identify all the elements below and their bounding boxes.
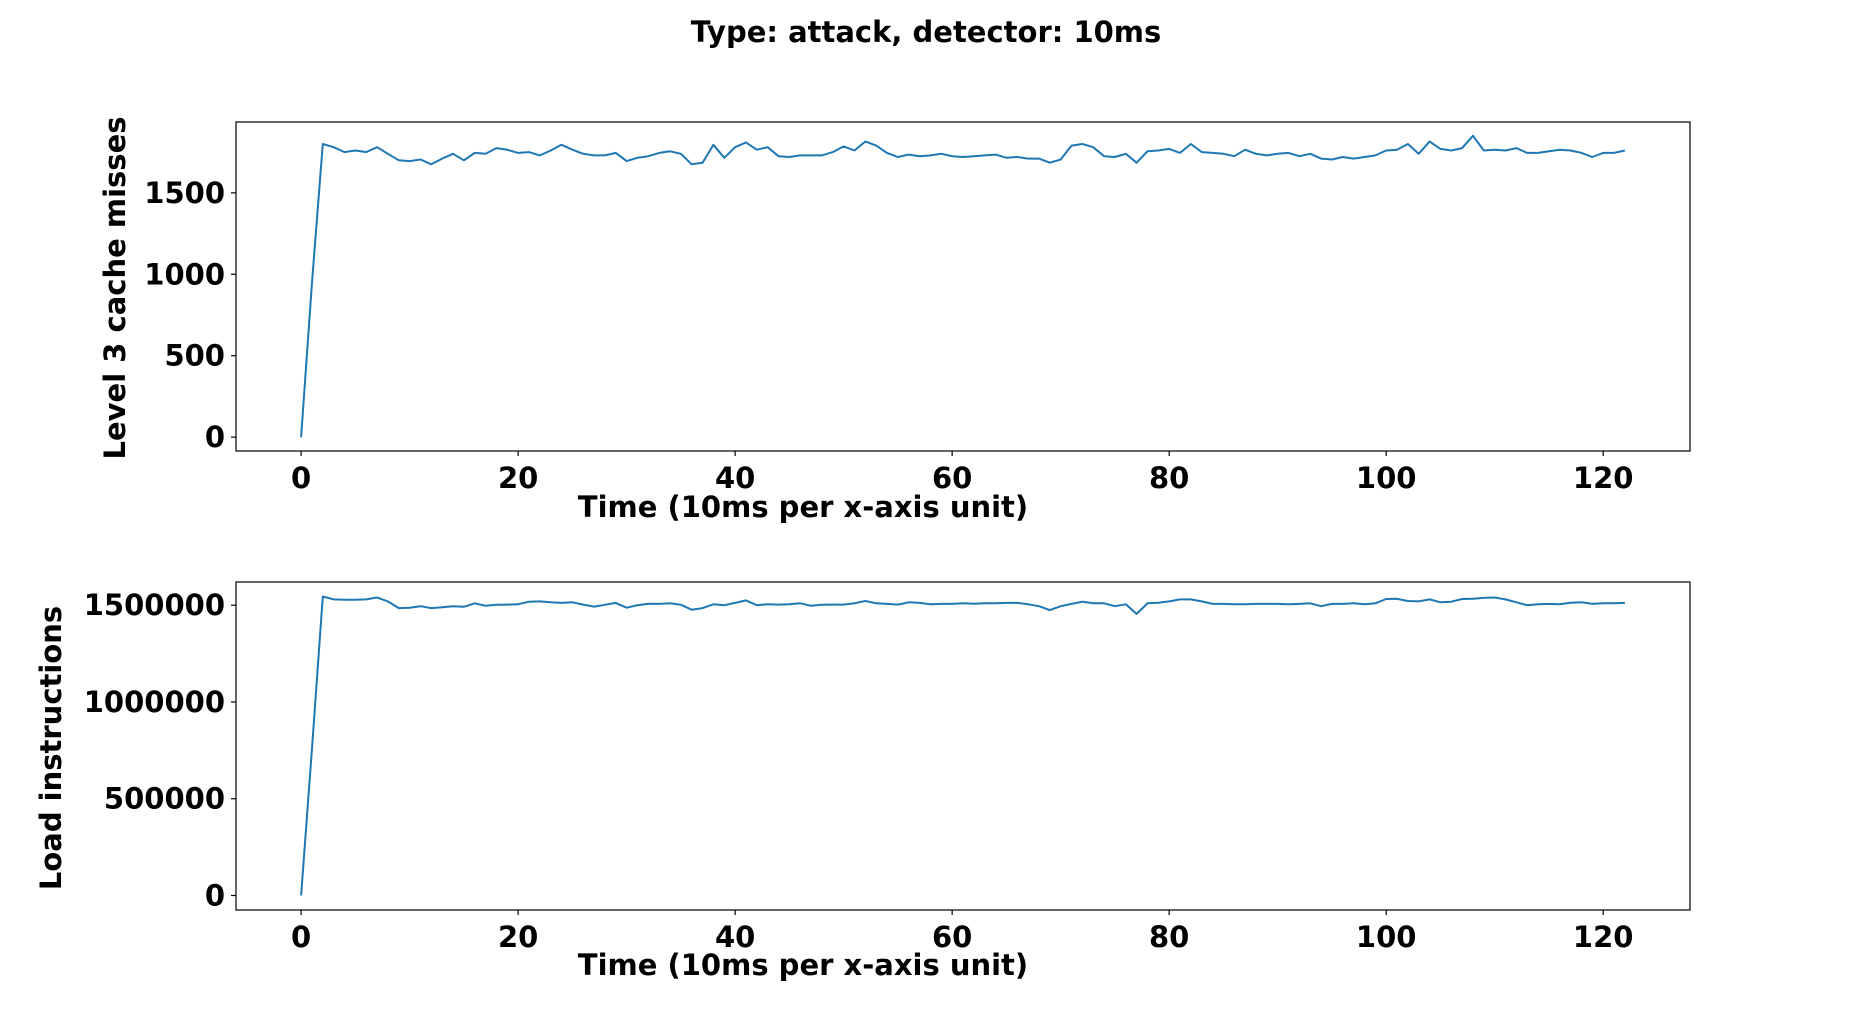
series-line <box>300 595 1625 896</box>
load-instructions-chart: Time (10ms per x-axis unit) Load instruc… <box>34 581 1691 982</box>
y-tick-label: 500000 <box>104 782 225 816</box>
x-tick-label: 20 <box>498 920 538 954</box>
y-tick-label: 0 <box>205 420 225 454</box>
x-tick-label: 120 <box>1573 920 1634 954</box>
x-tick-label: 0 <box>291 920 311 954</box>
y-tick-label: 1500 <box>144 176 225 210</box>
cache-misses-chart: Time (10ms per x-axis unit) Level 3 cach… <box>98 116 1691 524</box>
plot-frame <box>235 581 1691 911</box>
y-tick-label: 0 <box>205 878 225 912</box>
x-tick-label: 80 <box>1149 461 1189 495</box>
x-tick-label: 20 <box>498 461 538 495</box>
y-tick-label: 1000 <box>144 257 225 291</box>
x-tick-label: 60 <box>932 920 972 954</box>
plot-frame <box>235 121 1691 452</box>
x-tick-label: 40 <box>715 920 755 954</box>
y-tick-label: 1500000 <box>84 588 225 622</box>
y-tick-label: 500 <box>164 339 225 373</box>
x-tick-label: 0 <box>291 461 311 495</box>
x-tick-label: 60 <box>932 461 972 495</box>
x-axis-label: Time (10ms per x-axis unit) <box>578 490 1028 524</box>
y-axis-label: Load instructions <box>34 606 68 890</box>
x-tick-label: 80 <box>1149 920 1189 954</box>
x-axis-label: Time (10ms per x-axis unit) <box>578 948 1028 982</box>
x-tick-label: 40 <box>715 461 755 495</box>
x-tick-label: 100 <box>1356 461 1417 495</box>
x-tick-label: 120 <box>1573 461 1634 495</box>
y-axis-label: Level 3 cache misses <box>98 116 132 459</box>
figure-title: Type: attack, detector: 10ms <box>691 15 1162 49</box>
y-tick-label: 1000000 <box>84 685 225 719</box>
x-tick-label: 100 <box>1356 920 1417 954</box>
series-line <box>300 134 1626 438</box>
